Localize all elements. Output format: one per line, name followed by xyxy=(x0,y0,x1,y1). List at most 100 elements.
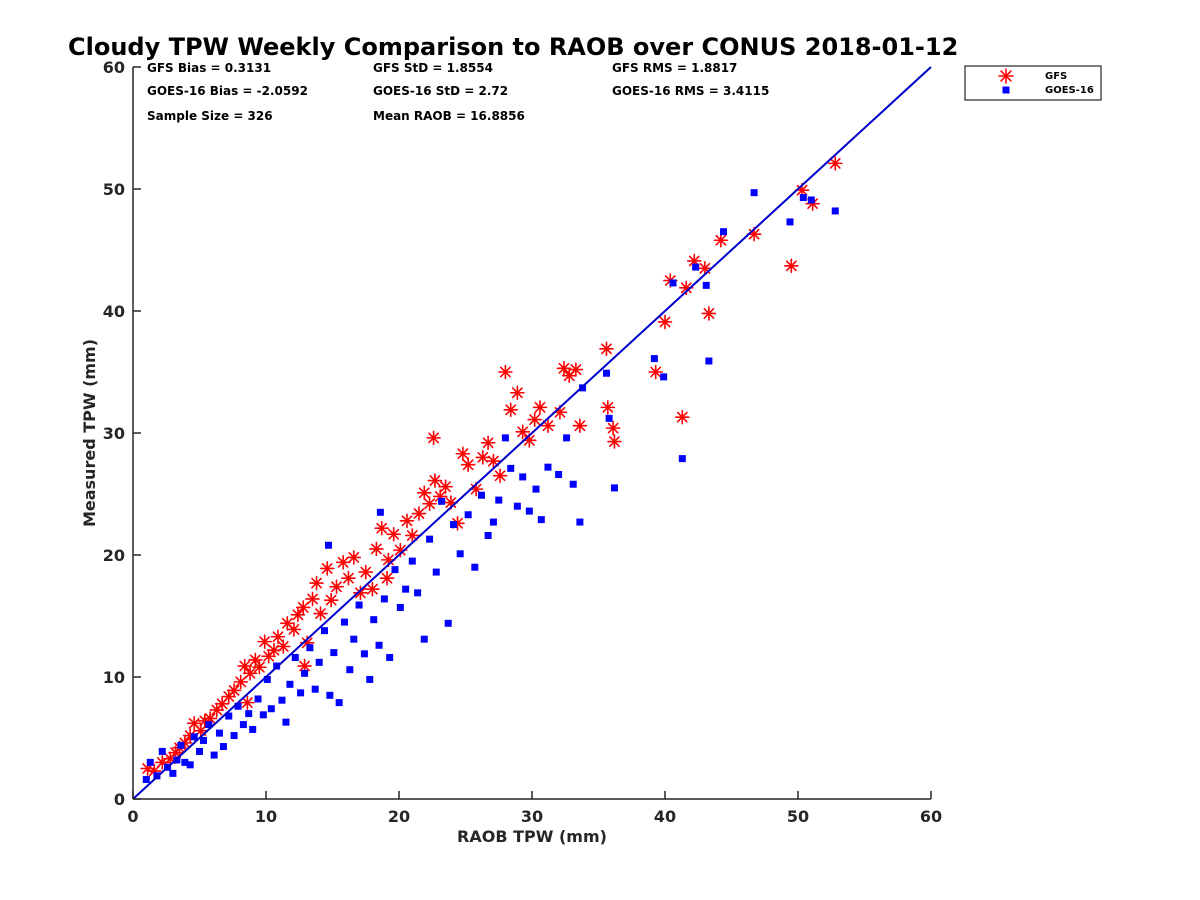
goes16-point xyxy=(315,658,323,666)
y-tick-label: 30 xyxy=(103,424,125,443)
gfs-point xyxy=(455,446,471,462)
gfs-point xyxy=(568,362,584,377)
goes16-point xyxy=(525,507,533,515)
gfs-point xyxy=(240,695,255,710)
y-tick-label: 0 xyxy=(114,790,125,809)
goes16-point xyxy=(306,644,314,652)
goes16-point xyxy=(807,196,815,204)
goes16-point xyxy=(360,650,368,658)
gfs-point xyxy=(510,385,525,401)
gfs-point xyxy=(248,652,263,668)
goes16-point xyxy=(297,689,305,697)
gfs-point xyxy=(422,496,437,512)
goes16-point xyxy=(432,568,440,576)
goes16-point xyxy=(408,557,416,565)
goes16-point xyxy=(177,741,185,749)
gfs-point xyxy=(233,674,249,690)
y-tick-label: 40 xyxy=(103,302,125,321)
goes16-point xyxy=(346,666,354,674)
goes16-point xyxy=(569,480,577,488)
x-axis-label: RAOB TPW (mm) xyxy=(457,827,607,846)
statistics-block: GFS Bias = 0.3131 GFS StD = 1.8554 GFS RMS… xyxy=(147,61,769,123)
gfs-point xyxy=(353,585,368,601)
gfs-point xyxy=(290,607,306,623)
gfs-point xyxy=(313,606,328,621)
goes16-point xyxy=(245,710,253,718)
goes16-point xyxy=(477,491,485,499)
gfs-point xyxy=(674,409,690,425)
goes16-point xyxy=(660,373,668,381)
goes16-point xyxy=(311,685,319,693)
gfs-point xyxy=(648,364,663,380)
gfs-point xyxy=(460,457,476,473)
gfs-point xyxy=(701,306,717,321)
goes16-point xyxy=(495,496,503,504)
goes16-point xyxy=(702,281,710,289)
goes16-point xyxy=(799,194,807,202)
goes16-point xyxy=(705,357,713,365)
stat-text: GOES-16 Bias = -2.0592 xyxy=(147,84,308,98)
stat-text: GFS StD = 1.8554 xyxy=(373,61,493,75)
goes16-point xyxy=(196,747,203,755)
goes16-point xyxy=(414,589,422,597)
gfs-point xyxy=(605,420,621,436)
y-tick-label: 50 xyxy=(103,180,125,199)
goes16-point xyxy=(376,508,384,516)
goes16-point xyxy=(720,228,728,236)
goes16-point xyxy=(190,733,198,741)
gfs-point xyxy=(475,450,491,465)
y-axis-label: Measured TPW (mm) xyxy=(80,339,99,527)
goes16-point xyxy=(426,535,434,543)
goes16-point xyxy=(396,603,404,611)
goes16-point xyxy=(563,434,571,442)
goes16-point xyxy=(210,751,218,759)
x-tick-label: 40 xyxy=(654,807,676,826)
goes16-point xyxy=(489,518,497,526)
goes16-point xyxy=(750,189,758,197)
y-axis-ticks: 0 10 20 30 40 50 60 xyxy=(103,58,141,809)
goes16-point xyxy=(278,696,286,704)
goes16-point xyxy=(366,675,374,683)
goes16-point xyxy=(375,641,383,649)
goes16-point xyxy=(301,669,309,677)
chart-title: Cloudy TPW Weekly Comparison to RAOB ove… xyxy=(68,33,958,61)
gfs-point xyxy=(498,364,513,380)
gfs-point xyxy=(540,418,556,433)
plot-area: 0 10 20 30 40 50 60 0 10 20 30 40 50 60 xyxy=(103,58,942,826)
square-icon xyxy=(1002,86,1010,94)
goes16-point xyxy=(456,550,464,558)
goes16-point xyxy=(602,369,610,377)
goes16-point xyxy=(267,705,275,713)
x-tick-label: 10 xyxy=(255,807,277,826)
goes16-point xyxy=(254,695,262,703)
gfs-point xyxy=(503,402,519,418)
gfs-point xyxy=(346,550,362,565)
legend-goes16-marker xyxy=(1002,86,1010,94)
goes16-point xyxy=(402,585,410,593)
goes16-point xyxy=(219,743,227,751)
goes16-point xyxy=(225,712,233,720)
goes16-point xyxy=(786,218,794,226)
goes16-point xyxy=(205,721,213,729)
x-tick-label: 50 xyxy=(787,807,809,826)
goes16-point xyxy=(471,563,479,571)
gfs-point xyxy=(374,520,390,536)
gfs-point xyxy=(426,430,441,446)
goes16-point xyxy=(544,463,552,471)
gfs-point xyxy=(399,513,415,529)
stat-text: Mean RAOB = 16.8856 xyxy=(373,109,525,123)
gfs-point xyxy=(486,453,501,469)
gfs-point xyxy=(427,473,443,488)
goes16-point xyxy=(146,758,154,766)
goes16-point xyxy=(610,484,618,492)
goes16-point xyxy=(350,635,358,643)
gfs-point xyxy=(341,570,356,586)
gfs-point xyxy=(572,418,588,433)
stat-text: GFS Bias = 0.3131 xyxy=(147,61,271,75)
goes16-point xyxy=(650,355,658,363)
gfs-point xyxy=(515,424,530,440)
goes16-point xyxy=(355,601,363,609)
goes16-point xyxy=(484,531,492,539)
legend-box xyxy=(964,65,1102,101)
gfs-point xyxy=(697,260,713,276)
